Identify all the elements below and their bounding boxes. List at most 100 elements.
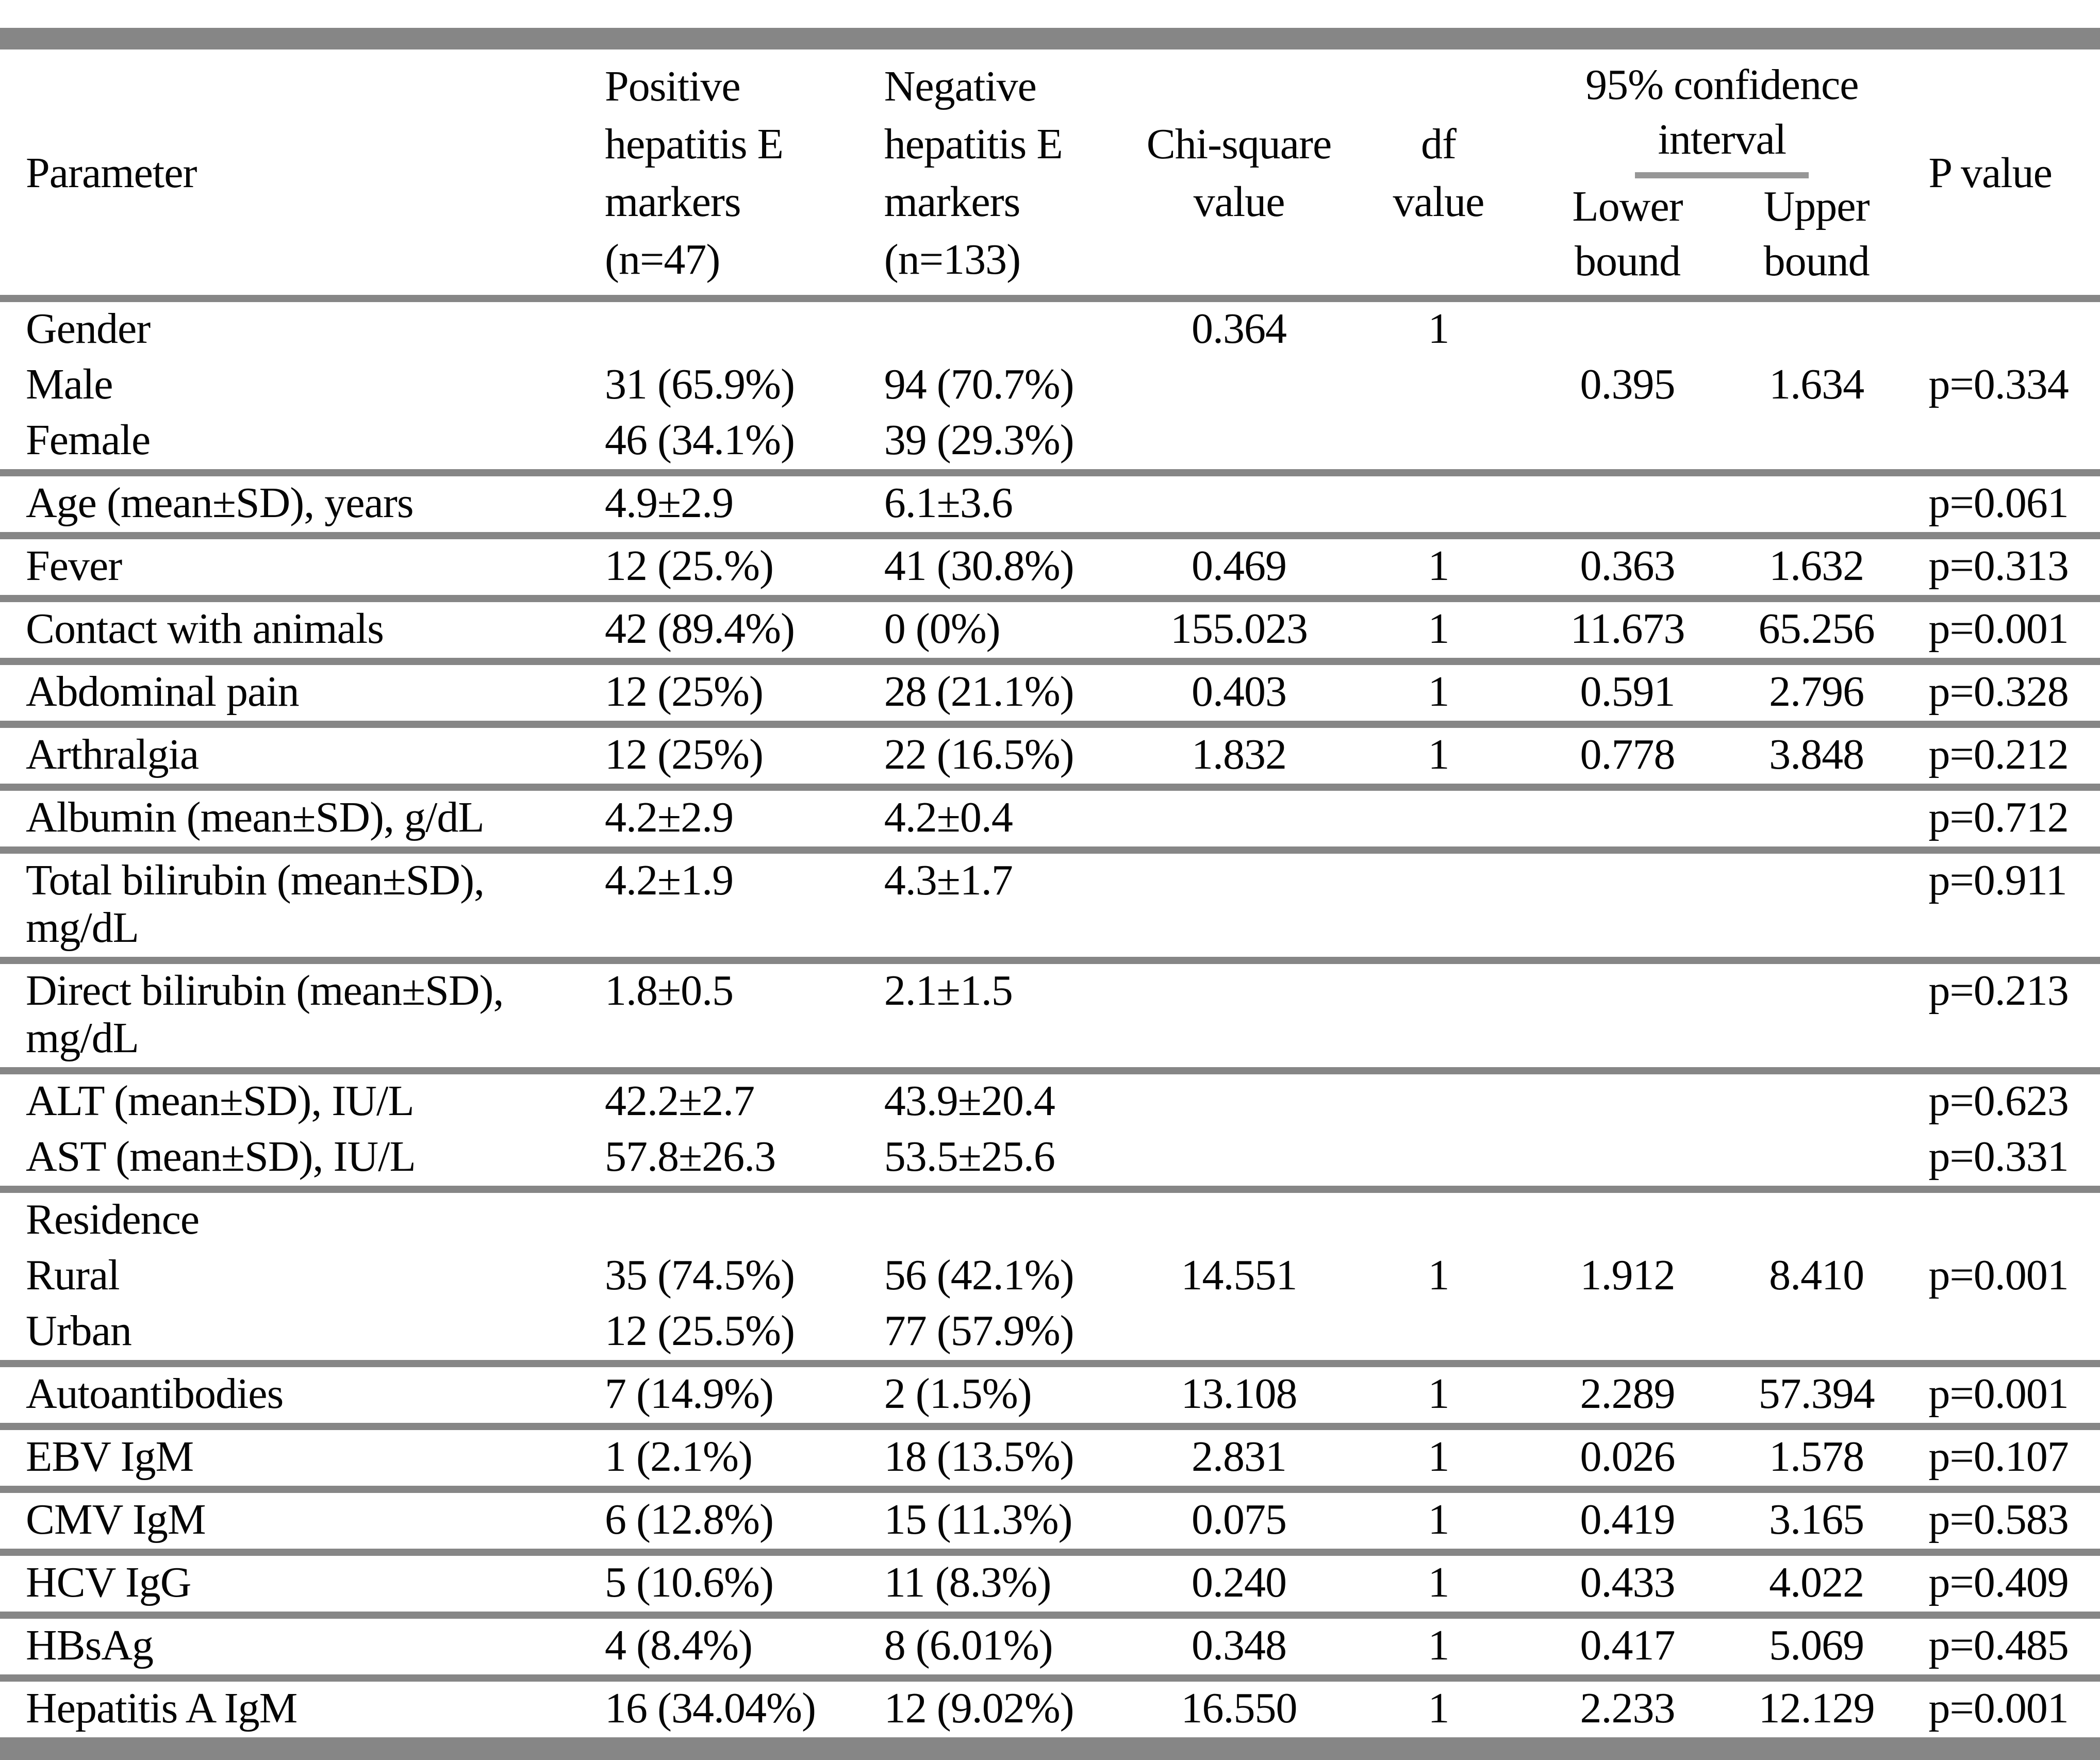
upper-bound-cell: 65.256 — [1758, 605, 1875, 653]
parameter-cell: Autoantibodies — [26, 1370, 284, 1418]
upper-bound-cell: 1.578 — [1769, 1433, 1864, 1481]
df-cell — [1344, 791, 1533, 846]
chi-square-cell — [1134, 358, 1344, 413]
p-value-cell: p=0.107 — [1928, 1433, 2069, 1481]
upper-bound-cell — [1722, 1304, 1911, 1360]
upper-bound-cell — [1722, 476, 1911, 532]
positive-value-cell: 42 (89.4%) — [605, 605, 795, 653]
positive-value-cell: 46 (34.1%) — [605, 416, 795, 464]
ci-underline-rule — [1635, 172, 1809, 178]
parameter-cell: Age (mean±SD), years — [26, 479, 414, 527]
lower-bound-cell — [1533, 302, 1722, 358]
header-lower-bound: Lower bound — [1572, 182, 1683, 285]
table-row: Total bilirubin (mean±SD), mg/dL 4.2±1.9 4… — [0, 846, 2100, 957]
table-row: Residence — [0, 1186, 2100, 1249]
header-positive-markers: Positive hepatitis E markers (n=47) — [605, 62, 784, 284]
negative-value-cell: 18 (13.5%) — [884, 1433, 1074, 1481]
positive-value-cell: 4.9±2.9 — [605, 479, 734, 527]
chi-square-cell: 1.832 — [1192, 730, 1287, 778]
positive-value-cell: 5 (10.6%) — [605, 1558, 774, 1606]
negative-value-cell: 39 (29.3%) — [884, 416, 1074, 464]
upper-bound-cell: 1.632 — [1769, 542, 1864, 590]
lower-bound-cell: 11.673 — [1570, 605, 1685, 653]
negative-value-cell: 0 (0%) — [884, 605, 1001, 653]
lower-bound-cell: 0.591 — [1580, 668, 1676, 716]
negative-value-cell: 43.9±20.4 — [884, 1077, 1055, 1125]
lower-bound-cell: 0.417 — [1580, 1621, 1676, 1669]
table-top-rule — [0, 28, 2100, 49]
chi-square-cell: 14.551 — [1181, 1251, 1298, 1299]
lower-bound-cell — [1533, 854, 1722, 957]
df-cell: 1 — [1428, 305, 1449, 353]
table-row: ALT (mean±SD), IU/L 42.2±2.7 43.9±20.4 p=0.… — [0, 1067, 2100, 1130]
chi-square-cell: 0.364 — [1192, 305, 1287, 353]
lower-bound-cell: 1.912 — [1580, 1251, 1676, 1299]
positive-value-cell: 31 (65.9%) — [605, 360, 795, 408]
negative-value-cell: 15 (11.3%) — [884, 1496, 1073, 1543]
df-cell: 1 — [1428, 1621, 1449, 1669]
positive-value-cell: 12 (25.5%) — [605, 1307, 795, 1355]
negative-value-cell: 22 (16.5%) — [884, 730, 1074, 778]
chi-square-cell: 13.108 — [1181, 1370, 1298, 1418]
parameter-cell: EBV IgM — [26, 1433, 194, 1481]
negative-value-cell: 94 (70.7%) — [884, 360, 1074, 408]
p-value-cell: p=0.331 — [1928, 1133, 2069, 1181]
parameter-cell: Total bilirubin (mean±SD), mg/dL — [26, 856, 485, 952]
ci-subcolumns: Lower bound Upper bound — [1533, 179, 1911, 289]
lower-bound-cell — [1533, 964, 1722, 1067]
negative-value-cell: 28 (21.1%) — [884, 668, 1074, 716]
upper-bound-cell — [1722, 413, 1911, 469]
df-cell: 1 — [1428, 730, 1449, 778]
negative-value-cell: 53.5±25.6 — [884, 1133, 1055, 1181]
lower-bound-cell — [1533, 1304, 1722, 1360]
positive-value-cell: 1.8±0.5 — [605, 967, 734, 1015]
header-negative-markers: Negative hepatitis E markers (n=133) — [884, 62, 1063, 284]
negative-value-cell: 4.3±1.7 — [884, 856, 1013, 904]
lower-bound-cell — [1533, 1193, 1722, 1249]
positive-value-cell — [605, 302, 884, 358]
upper-bound-cell — [1722, 1130, 1911, 1186]
table-row: Autoantibodies 7 (14.9%) 2 (1.5%) 13.108 1 2.… — [0, 1360, 2100, 1423]
table-row: Male 31 (65.9%) 94 (70.7%) 0.395 1.634 p=0.33… — [0, 358, 2100, 413]
p-value-cell — [1911, 413, 2100, 469]
table-row: Albumin (mean±SD), g/dL 4.2±2.9 4.2±0.4 p=0… — [0, 784, 2100, 846]
p-value-cell: p=0.409 — [1928, 1558, 2069, 1606]
table-row: HBsAg 4 (8.4%) 8 (6.01%) 0.348 1 0.417 5.069 p=… — [0, 1612, 2100, 1674]
negative-value-cell: 11 (8.3%) — [884, 1558, 1052, 1606]
negative-value-cell: 77 (57.9%) — [884, 1307, 1074, 1355]
header-chi-square: Chi-square value — [1146, 120, 1332, 226]
lower-bound-cell: 0.419 — [1580, 1496, 1676, 1543]
positive-value-cell: 4.2±2.9 — [605, 793, 734, 841]
table-row: Contact with animals 42 (89.4%) 0 (0%) 155.… — [0, 595, 2100, 658]
p-value-cell: p=0.583 — [1928, 1496, 2069, 1543]
df-cell: 1 — [1428, 605, 1449, 653]
lower-bound-cell: 0.395 — [1580, 360, 1676, 408]
positive-value-cell: 1 (2.1%) — [605, 1433, 753, 1481]
chi-square-cell — [1134, 1074, 1344, 1130]
p-value-cell: p=0.213 — [1928, 967, 2069, 1015]
table-row: Hepatitis A IgM 16 (34.04%) 12 (9.02%) 16.5… — [0, 1674, 2100, 1737]
table-row: Arthralgia 12 (25%) 22 (16.5%) 1.832 1 0.778 3… — [0, 721, 2100, 784]
positive-value-cell — [605, 1193, 884, 1249]
p-value-cell: p=0.623 — [1928, 1077, 2069, 1125]
parameter-cell: AST (mean±SD), IU/L — [26, 1133, 416, 1181]
upper-bound-cell — [1722, 1074, 1911, 1130]
positive-value-cell: 16 (34.04%) — [605, 1684, 816, 1732]
parameter-cell: Rural — [26, 1251, 120, 1299]
table-row: Fever 12 (25.%) 41 (30.8%) 0.469 1 0.363 1.632… — [0, 532, 2100, 595]
df-cell: 1 — [1428, 1558, 1449, 1606]
df-cell — [1344, 1193, 1533, 1249]
negative-value-cell — [884, 302, 1134, 358]
parameter-cell: Abdominal pain — [26, 668, 300, 716]
header-confidence-interval: 95% confidence interval Lower bound Uppe… — [1533, 58, 1911, 289]
table-row: HCV IgG 5 (10.6%) 11 (8.3%) 0.240 1 0.433 4.02… — [0, 1549, 2100, 1612]
p-value-cell: p=0.911 — [1928, 856, 2067, 904]
df-cell — [1344, 854, 1533, 957]
parameter-cell: ALT (mean±SD), IU/L — [26, 1077, 415, 1125]
negative-value-cell: 2.1±1.5 — [884, 967, 1013, 1015]
lower-bound-cell: 0.778 — [1580, 730, 1676, 778]
chi-square-cell: 16.550 — [1181, 1684, 1298, 1732]
df-cell: 1 — [1428, 1496, 1449, 1543]
df-cell — [1344, 413, 1533, 469]
